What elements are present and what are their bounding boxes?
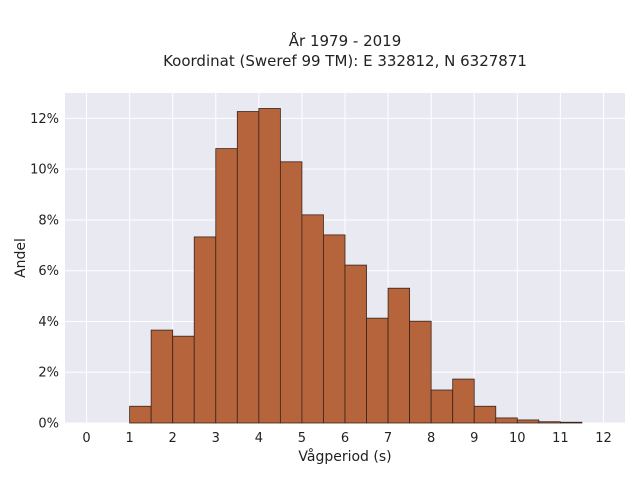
- histogram-bar: [193, 236, 217, 424]
- x-tick-label: 8: [427, 431, 435, 446]
- histogram-bar: [215, 148, 238, 424]
- y-tick-label: 6%: [38, 264, 59, 279]
- chart-title-line2: Koordinat (Sweref 99 TM): E 332812, N 63…: [163, 52, 527, 70]
- x-tick-label: 1: [125, 431, 133, 446]
- x-tick-label: 12: [595, 431, 612, 446]
- histogram-bar: [452, 378, 475, 424]
- histogram-bar: [344, 264, 367, 424]
- y-tick-label: 12%: [30, 112, 59, 127]
- histogram-bar: [258, 108, 281, 424]
- y-tick-label: 10%: [30, 163, 59, 178]
- histogram-bar: [538, 421, 561, 424]
- x-tick-label: 2: [169, 431, 177, 446]
- histogram-bar: [473, 405, 497, 424]
- histogram-bar: [236, 111, 260, 424]
- x-tick-label: 10: [509, 431, 526, 446]
- y-tick-label: 0%: [38, 417, 59, 432]
- histogram-bar: [409, 320, 432, 424]
- x-tick-label: 11: [552, 431, 569, 446]
- histogram-bar: [301, 214, 324, 424]
- x-axis-ticks: 0 1 2 3 4 5 6 7 8 9 10 11 12: [82, 431, 611, 446]
- histogram-bar: [495, 417, 518, 424]
- x-tick-label: 6: [341, 431, 349, 446]
- x-tick-label: 5: [298, 431, 306, 446]
- chart-title-line1: År 1979 - 2019: [289, 31, 402, 50]
- histogram-bar: [129, 405, 152, 424]
- histogram-bar: [387, 287, 411, 424]
- histogram-bar: [172, 335, 195, 424]
- histogram-bar: [279, 161, 303, 424]
- x-tick-label: 0: [82, 431, 90, 446]
- x-tick-label: 7: [384, 431, 392, 446]
- histogram-bar: [150, 329, 174, 424]
- x-tick-label: 9: [470, 431, 478, 446]
- y-tick-label: 2%: [38, 366, 59, 381]
- y-tick-label: 8%: [38, 213, 59, 228]
- histogram-bar: [559, 421, 583, 424]
- y-axis-label: Andel: [13, 238, 29, 278]
- histogram-bar: [516, 419, 540, 424]
- x-tick-label: 3: [212, 431, 220, 446]
- histogram-bar: [366, 317, 389, 424]
- y-axis-ticks: 0% 2% 4% 6% 8% 10% 12%: [30, 112, 59, 432]
- bars: [129, 108, 583, 424]
- histogram-bar: [430, 389, 454, 424]
- x-axis-label: Vågperiod (s): [298, 448, 391, 465]
- x-tick-label: 4: [255, 431, 263, 446]
- y-tick-label: 4%: [38, 315, 59, 330]
- histogram-bar: [323, 234, 346, 424]
